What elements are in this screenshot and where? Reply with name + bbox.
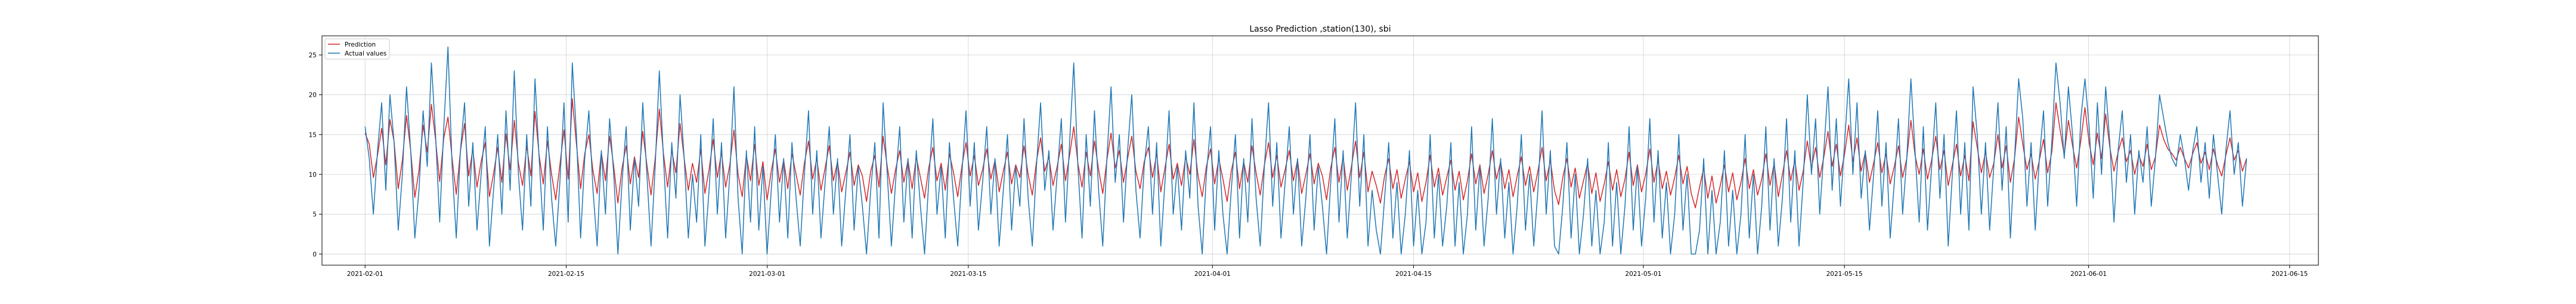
x-tick-label: 2021-02-01	[347, 271, 383, 278]
ticks-layer: 2021-02-01 2021-02-15 2021-03-01 2021-03-15…	[309, 52, 2308, 278]
x-tick-label: 2021-06-01	[2070, 271, 2107, 278]
x-tick-label: 2021-04-15	[1395, 271, 1432, 278]
x-tick-label: 2021-02-15	[548, 271, 584, 278]
chart-title: Lasso Prediction ,station(130), sbi	[1249, 24, 1391, 34]
y-tick-label: 15	[309, 131, 317, 139]
x-tick-label: 2021-03-15	[950, 271, 986, 278]
grid-layer	[322, 36, 2318, 265]
x-tick-label: 2021-04-01	[1194, 271, 1231, 278]
legend: Prediction Actual values	[324, 38, 390, 60]
y-tick-label: 0	[312, 251, 317, 258]
series-line-actual-values	[364, 46, 2247, 255]
plot-frame	[321, 35, 2319, 266]
plot-background	[322, 36, 2318, 265]
legend-box	[324, 38, 390, 60]
x-tick-label: 2021-05-15	[1826, 271, 1863, 278]
series-layer	[364, 46, 2247, 255]
x-tick-label: 2021-03-01	[749, 271, 785, 278]
y-tick-label: 25	[309, 52, 317, 59]
y-tick-label: 5	[312, 211, 317, 219]
y-tick-label: 10	[309, 171, 317, 179]
legend-label-actual-values: Actual values	[345, 50, 386, 57]
y-tick-label: 20	[309, 92, 317, 99]
x-tick-label: 2021-05-01	[1625, 271, 1661, 278]
legend-label-prediction: Prediction	[345, 41, 376, 48]
x-tick-label: 2021-06-15	[2271, 271, 2308, 278]
